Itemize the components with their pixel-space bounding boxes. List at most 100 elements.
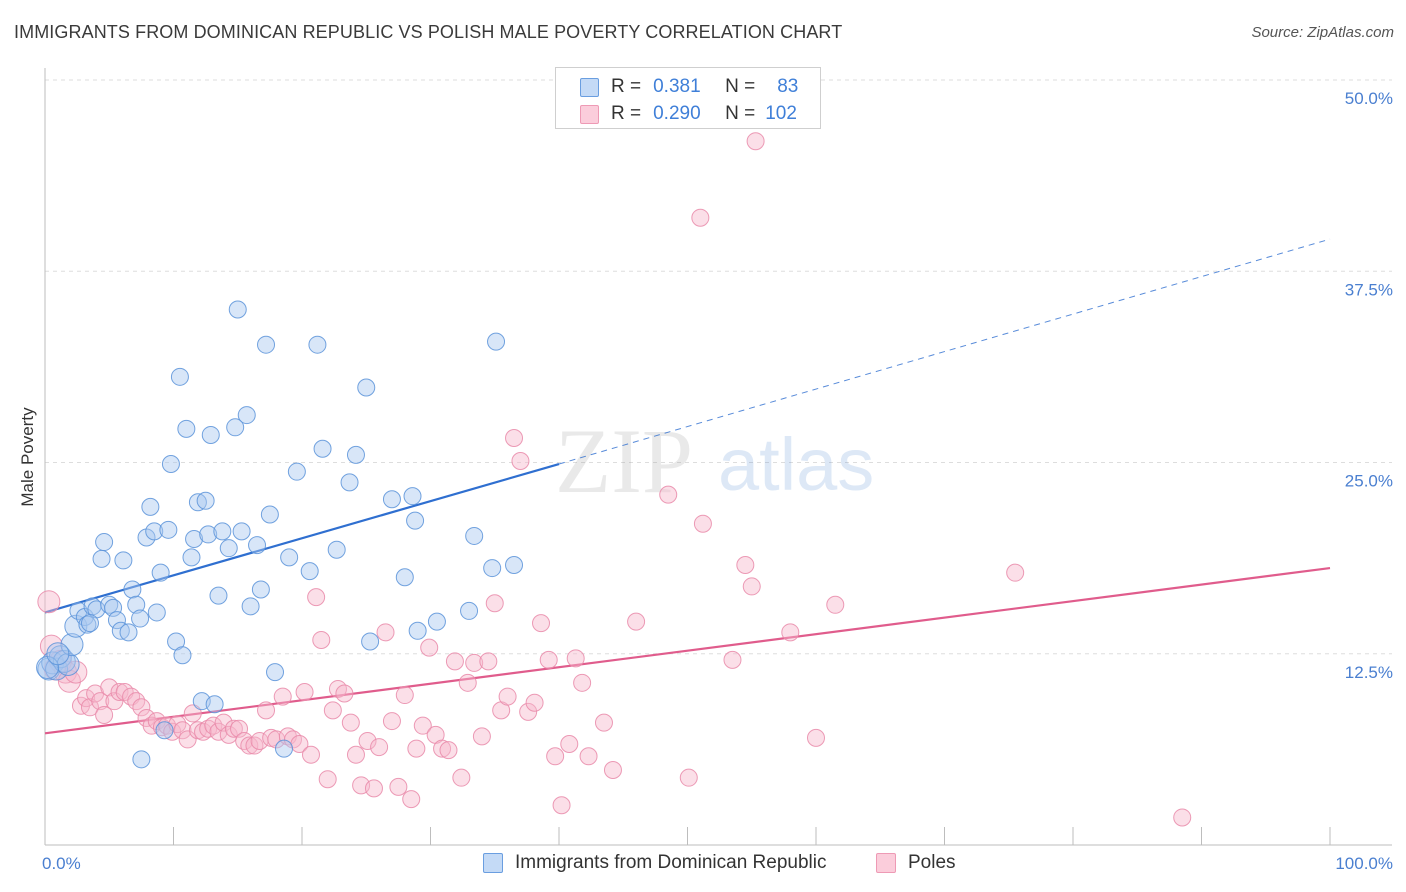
poles-point: [546, 747, 565, 766]
dominican-point: [209, 586, 228, 605]
dominican-point: [155, 721, 174, 740]
y-tick-label: 25.0%: [1345, 472, 1393, 491]
dominican-point: [127, 595, 146, 614]
legend-n-label: N =: [725, 76, 756, 97]
poles-point: [147, 712, 166, 731]
legend-swatch-blue: [483, 853, 503, 873]
legend-row-dominican: R = 0.381 N = 83: [580, 75, 798, 99]
poles-point: [209, 722, 228, 741]
watermark: ZIP atlas: [555, 410, 874, 512]
poles-point: [691, 208, 710, 227]
poles-point: [485, 594, 504, 613]
legend-n-label: N =: [725, 103, 756, 124]
dominican-point: [213, 522, 232, 541]
dominican-point: [111, 621, 130, 640]
poles-point: [370, 738, 389, 757]
x-tick-label: 100.0%: [1335, 854, 1393, 873]
poles-point: [110, 683, 129, 701]
poles-point: [382, 712, 401, 731]
watermark-zip: ZIP: [555, 410, 693, 512]
poles-point: [389, 777, 408, 796]
dominican-point: [104, 598, 123, 617]
dominican-point: [170, 367, 189, 386]
dominican-point: [308, 335, 327, 354]
y-tick-label: 50.0%: [1345, 89, 1393, 108]
dominican-point: [327, 540, 346, 559]
poles-point: [519, 702, 538, 721]
dominican-point: [487, 332, 506, 351]
dominican-point: [119, 623, 138, 642]
poles-point: [80, 698, 99, 717]
dominican-point: [188, 493, 207, 512]
dominican-point: [182, 548, 201, 567]
x-tick-label: 0.0%: [42, 854, 81, 873]
poles-point: [204, 716, 223, 735]
dominican-point: [199, 525, 218, 544]
tick-labels: 12.5% 25.0% 37.5% 50.0% 0.0% 100.0%: [42, 89, 1393, 873]
correlation-legend: R = 0.381 N = 83 R = 0.290 N = 102: [555, 67, 821, 129]
y-axis-title: Male Poverty: [18, 407, 37, 507]
poles-point: [1173, 808, 1192, 827]
poles-point: [472, 727, 491, 746]
poles-point: [723, 650, 742, 669]
poles-point: [328, 679, 347, 698]
dominican-point: [361, 632, 380, 651]
dominican-point: [159, 520, 178, 539]
poles-point: [413, 716, 432, 735]
poles-point: [826, 595, 845, 614]
poles-point: [807, 728, 825, 747]
dominican-point: [219, 539, 238, 558]
poles-point: [452, 768, 471, 787]
poles-point: [132, 698, 151, 717]
dominican-point: [248, 536, 267, 555]
poles-point: [659, 485, 678, 504]
legend-r-label: R =: [611, 103, 642, 124]
poles-point: [105, 692, 124, 711]
watermark-atlas: atlas: [718, 423, 874, 506]
dominican-point: [141, 497, 160, 516]
dominican-point: [80, 614, 99, 633]
poles-point: [1006, 563, 1025, 582]
poles-trend-line: [44, 566, 1331, 735]
poles-point: [433, 739, 452, 758]
dominican-point: [313, 439, 332, 458]
dominican-point: [427, 612, 446, 631]
poles-point: [341, 713, 360, 732]
dominican-point: [185, 530, 204, 548]
poles-point: [37, 590, 61, 614]
legend-r-value: 0.381: [653, 76, 701, 97]
chart-title: IMMIGRANTS FROM DOMINICAN REPUBLIC VS PO…: [14, 22, 843, 42]
poles-point: [173, 721, 192, 740]
poles-point: [257, 701, 276, 720]
dominican-point: [147, 603, 166, 622]
dominican-point: [226, 418, 245, 437]
dominican-point: [241, 597, 260, 616]
dominican-point: [92, 549, 111, 568]
legend-item-dominican: Immigrants from Dominican Republic: [483, 852, 827, 874]
poles-point: [91, 692, 110, 711]
dominican-point: [232, 522, 251, 541]
poles-point: [358, 731, 377, 750]
dominican-point: [257, 335, 276, 354]
poles-point: [498, 687, 517, 706]
dominican-point: [196, 491, 215, 510]
gridlines: [45, 79, 1392, 655]
poles-point: [479, 652, 498, 671]
series-legend: Immigrants from Dominican Republic Poles: [0, 852, 1406, 876]
poles-point: [511, 451, 530, 470]
legend-r-value: 0.290: [653, 103, 701, 124]
poles-point: [364, 779, 383, 798]
dominican-point: [505, 556, 524, 575]
poles-point: [376, 623, 395, 642]
dominican-point: [408, 621, 427, 640]
dominican-point: [251, 580, 270, 599]
source-label: Source: ZipAtlas.com: [1251, 24, 1394, 41]
dominican-point: [406, 511, 425, 530]
poles-point: [183, 704, 202, 723]
poles-point: [95, 705, 114, 724]
legend-swatch-pink: [580, 104, 599, 124]
dominican-point: [161, 455, 180, 474]
poles-point: [307, 588, 326, 607]
dominican-point: [300, 562, 319, 581]
dominican-point: [228, 300, 247, 319]
